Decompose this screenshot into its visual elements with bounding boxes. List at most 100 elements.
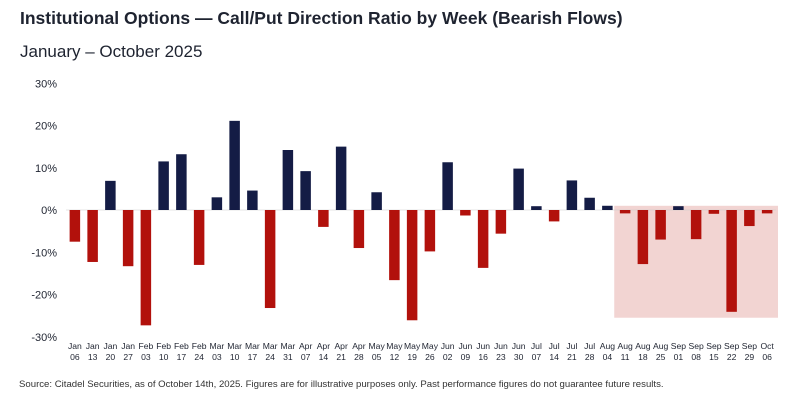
- bar: [655, 210, 666, 240]
- chart-subtitle: January – October 2025: [20, 42, 203, 61]
- x-tick-label: Feb: [138, 341, 153, 351]
- bar: [406, 210, 418, 321]
- x-tick-label: 17: [248, 352, 258, 362]
- bar: [424, 210, 436, 252]
- x-tick-label: Jul: [531, 341, 542, 351]
- x-tick-label: Mar: [280, 341, 295, 351]
- x-tick-label: Jan: [121, 341, 135, 351]
- x-tick-label: Jun: [494, 341, 508, 351]
- x-tick-label: 24: [194, 352, 204, 362]
- x-tick-label: 03: [141, 352, 151, 362]
- x-tick-label: 15: [709, 352, 719, 362]
- bar-chart: -30%-20%-10%0%10%20%30% Jan06Jan13Jan20J…: [31, 78, 778, 362]
- x-tick-label: May: [404, 341, 421, 351]
- x-tick-label: Apr: [352, 341, 366, 351]
- bar: [744, 210, 755, 227]
- x-tick-label: 31: [283, 352, 293, 362]
- bar: [140, 210, 152, 326]
- x-tick-label: 19: [407, 352, 417, 362]
- x-tick-label: 27: [123, 352, 133, 362]
- x-tick-label: 03: [212, 352, 222, 362]
- x-tick-label: 28: [354, 352, 364, 362]
- x-tick-label: 23: [496, 352, 506, 362]
- y-tick-label: 0%: [41, 205, 57, 217]
- bar: [105, 180, 116, 210]
- x-tick-label: 29: [745, 352, 755, 362]
- bar: [211, 197, 223, 210]
- bar: [673, 206, 684, 210]
- x-tick-label: May: [422, 341, 439, 351]
- bar: [442, 162, 453, 210]
- y-tick-label: 20%: [35, 121, 57, 133]
- bar: [619, 210, 631, 214]
- bar: [602, 205, 613, 210]
- x-tick-label: 24: [265, 352, 275, 362]
- x-tick-label: Jul: [584, 341, 595, 351]
- bar: [477, 210, 489, 268]
- x-tick-label: 22: [727, 352, 737, 362]
- x-tick-label: Jun: [512, 341, 526, 351]
- bar: [87, 210, 98, 262]
- bar: [566, 180, 578, 210]
- bar: [460, 210, 471, 216]
- y-tick-label: -20%: [31, 290, 57, 302]
- x-tick-label: Aug: [635, 341, 651, 351]
- y-tick-label: -30%: [31, 332, 57, 344]
- x-tick-label: Sep: [724, 341, 740, 351]
- bar: [335, 146, 347, 210]
- x-tick-label: Jun: [476, 341, 490, 351]
- bar: [176, 154, 187, 210]
- x-tick-label: 26: [425, 352, 435, 362]
- y-tick-label: 10%: [35, 163, 57, 175]
- y-tick-label: -10%: [31, 247, 57, 259]
- x-tick-label: 13: [88, 352, 98, 362]
- x-tick-label: Mar: [209, 341, 224, 351]
- bar: [637, 210, 649, 265]
- x-tick-label: 10: [159, 352, 169, 362]
- x-tick-label: Feb: [174, 341, 189, 351]
- bar: [389, 210, 400, 281]
- x-tick-label: Aug: [617, 341, 633, 351]
- source-note: Source: Citadel Securities, as of Octobe…: [19, 379, 664, 390]
- bar: [318, 210, 329, 227]
- x-tick-label: 11: [621, 352, 630, 362]
- x-tick-label: Mar: [245, 341, 260, 351]
- bar: [761, 210, 773, 214]
- x-tick-label: Feb: [192, 341, 207, 351]
- x-tick-label: Jun: [441, 341, 455, 351]
- bar: [548, 210, 560, 222]
- bar: [353, 210, 365, 249]
- x-tick-label: Apr: [317, 341, 331, 351]
- x-tick-label: 10: [230, 352, 240, 362]
- bar: [282, 150, 294, 210]
- bar: [584, 197, 595, 210]
- x-tick-label: Mar: [263, 341, 278, 351]
- x-tick-label: May: [369, 341, 386, 351]
- x-tick-label: 28: [585, 352, 595, 362]
- x-tick-label: Sep: [706, 341, 722, 351]
- x-tick-label: Jun: [458, 341, 472, 351]
- x-tick-label: Sep: [671, 341, 687, 351]
- bar: [300, 171, 311, 210]
- bar: [229, 120, 240, 210]
- bar: [158, 161, 169, 210]
- bar: [513, 168, 524, 210]
- x-tick-label: 06: [762, 352, 772, 362]
- x-tick-label: Jan: [103, 341, 117, 351]
- x-tick-label: 30: [514, 352, 524, 362]
- bar: [247, 190, 258, 210]
- x-tick-label: Feb: [156, 341, 171, 351]
- x-tick-label: 08: [691, 352, 701, 362]
- x-tick-label: Apr: [299, 341, 313, 351]
- x-tick-label: 07: [301, 352, 311, 362]
- x-tick-label: Aug: [600, 341, 616, 351]
- x-axis: Jan06Jan13Jan20Jan27Feb03Feb10Feb17Feb24…: [68, 341, 774, 362]
- x-tick-label: Oct: [760, 341, 774, 351]
- x-tick-label: Jan: [68, 341, 82, 351]
- x-tick-label: 17: [177, 352, 187, 362]
- bar: [726, 210, 737, 312]
- bar: [193, 210, 205, 265]
- y-tick-label: 30%: [35, 78, 57, 90]
- x-tick-label: 14: [319, 352, 329, 362]
- y-axis: -30% -20% -10% 0% 10% 20% 30%: [31, 78, 57, 344]
